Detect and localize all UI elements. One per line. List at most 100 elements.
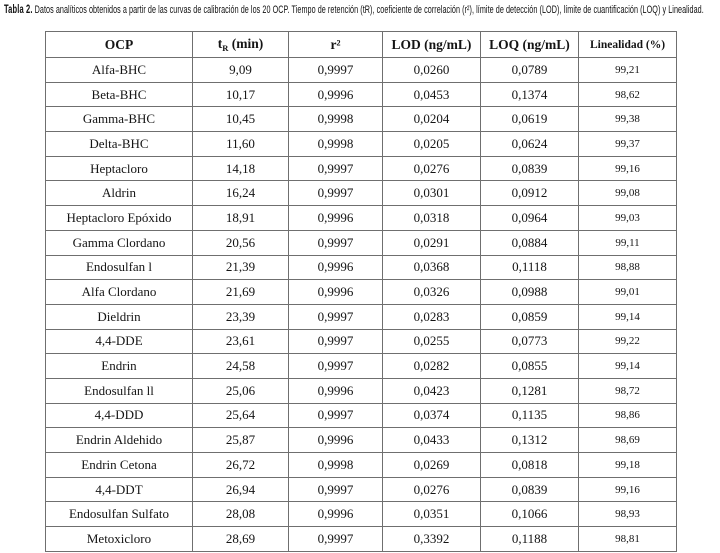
table-row: 4,4-DDD 25,64 0,9997 0,0374 0,1135 98,86 [45,402,677,429]
cell-lod: 0,3392 [382,526,481,552]
cell-r2: 0,9997 [288,328,383,355]
cell-retention-time: 26,72 [192,452,289,478]
tr-header-symbol: t [217,36,223,51]
cell-loq: 0,0624 [480,131,579,157]
cell-retention-time: 28,69 [192,526,289,552]
cell-linealidad: 99,03 [578,205,677,231]
table-row: Heptacloro 14,18 0,9997 0,0276 0,0839 99… [45,155,677,182]
cell-retention-time: 26,94 [192,476,289,503]
cell-retention-time: 28,08 [192,501,289,528]
cell-lod: 0,0291 [382,229,481,256]
cell-loq: 0,0818 [480,452,579,478]
cell-retention-time: 9,09 [192,57,289,83]
col-header-linealidad: Linealidad (%) [578,31,677,58]
cell-linealidad: 99,18 [578,452,677,478]
table-row: Endrin 24,58 0,9997 0,0282 0,0855 99,14 [45,353,677,379]
cell-linealidad: 99,21 [578,57,677,83]
cell-ocp: Heptacloro Epóxido [45,205,193,231]
cell-lod: 0,0433 [382,427,481,453]
cell-loq: 0,0884 [480,229,579,256]
cell-ocp: 4,4-DDD [45,402,193,429]
cell-loq: 0,1066 [480,501,579,528]
cell-loq: 0,1135 [480,402,579,429]
ocp-calibration-table: OCP tR (min) r² LOD (ng/mL) LOQ (ng/mL) … [45,31,677,552]
caption-label: Tabla 2. [4,4,33,16]
cell-r2: 0,9996 [288,501,383,528]
col-header-retention-time: tR (min) [192,31,289,58]
cell-loq: 0,0912 [480,180,579,207]
table-row: Gamma Clordano 20,56 0,9997 0,0291 0,088… [45,229,677,256]
cell-ocp: Beta-BHC [45,81,193,108]
cell-retention-time: 11,60 [192,131,289,157]
cell-retention-time: 20,56 [192,229,289,256]
tr-header-subscript: R [222,43,229,53]
cell-lod: 0,0205 [382,131,481,157]
cell-ocp: Dieldrin [45,303,193,330]
table-row: 4,4-DDE 23,61 0,9997 0,0255 0,0773 99,22 [45,328,677,355]
cell-linealidad: 99,38 [578,106,677,133]
cell-r2: 0,9997 [288,57,383,83]
cell-r2: 0,9998 [288,131,383,157]
cell-linealidad: 99,14 [578,353,677,379]
table-row: Delta-BHC 11,60 0,9998 0,0205 0,0624 99,… [45,131,677,157]
cell-r2: 0,9996 [288,205,383,231]
cell-r2: 0,9997 [288,526,383,552]
cell-retention-time: 10,17 [192,81,289,108]
cell-linealidad: 99,08 [578,180,677,207]
cell-lod: 0,0453 [382,81,481,108]
table-row: Endosulfan ll 25,06 0,9996 0,0423 0,1281… [45,377,677,404]
cell-loq: 0,0988 [480,279,579,305]
cell-lod: 0,0368 [382,254,481,281]
cell-r2: 0,9997 [288,402,383,429]
cell-linealidad: 98,81 [578,526,677,552]
cell-lod: 0,0204 [382,106,481,133]
cell-r2: 0,9996 [288,279,383,305]
table-row: Beta-BHC 10,17 0,9996 0,0453 0,1374 98,6… [45,81,677,108]
cell-lod: 0,0283 [382,303,481,330]
cell-r2: 0,9997 [288,353,383,379]
col-header-loq: LOQ (ng/mL) [480,31,579,58]
cell-linealidad: 99,16 [578,155,677,182]
cell-retention-time: 25,64 [192,402,289,429]
cell-retention-time: 14,18 [192,155,289,182]
cell-r2: 0,9996 [288,254,383,281]
cell-linealidad: 98,69 [578,427,677,453]
cell-retention-time: 23,39 [192,303,289,330]
cell-r2: 0,9997 [288,155,383,182]
cell-lod: 0,0269 [382,452,481,478]
cell-lod: 0,0276 [382,155,481,182]
cell-loq: 0,1312 [480,427,579,453]
header-row: OCP tR (min) r² LOD (ng/mL) LOQ (ng/mL) … [45,31,677,58]
cell-lod: 0,0255 [382,328,481,355]
cell-retention-time: 10,45 [192,106,289,133]
cell-r2: 0,9998 [288,106,383,133]
cell-ocp: Gamma Clordano [45,229,193,256]
cell-r2: 0,9998 [288,452,383,478]
table-row: Heptacloro Epóxido 18,91 0,9996 0,0318 0… [45,205,677,231]
cell-lod: 0,0423 [382,377,481,404]
cell-ocp: Endosulfan Sulfato [45,501,193,528]
table-row: Endrin Aldehido 25,87 0,9996 0,0433 0,13… [45,427,677,453]
table-row: Dieldrin 23,39 0,9997 0,0283 0,0859 99,1… [45,303,677,330]
table-row: Endosulfan Sulfato 28,08 0,9996 0,0351 0… [45,501,677,528]
cell-linealidad: 99,01 [578,279,677,305]
cell-linealidad: 98,72 [578,377,677,404]
table-row: Endosulfan l 21,39 0,9996 0,0368 0,1118 … [45,254,677,281]
table-header: OCP tR (min) r² LOD (ng/mL) LOQ (ng/mL) … [45,31,677,58]
cell-loq: 0,1374 [480,81,579,108]
cell-r2: 0,9997 [288,229,383,256]
cell-linealidad: 99,37 [578,131,677,157]
table-row: 4,4-DDT 26,94 0,9997 0,0276 0,0839 99,16 [45,476,677,503]
cell-loq: 0,0789 [480,57,579,83]
cell-retention-time: 21,39 [192,254,289,281]
cell-lod: 0,0282 [382,353,481,379]
cell-lod: 0,0301 [382,180,481,207]
cell-linealidad: 99,22 [578,328,677,355]
cell-loq: 0,1281 [480,377,579,404]
cell-ocp: Endrin [45,353,193,379]
cell-ocp: Endosulfan l [45,254,193,281]
cell-ocp: Endosulfan ll [45,377,193,404]
cell-linealidad: 98,93 [578,501,677,528]
table-body: Alfa-BHC 9,09 0,9997 0,0260 0,0789 99,21… [45,57,677,552]
col-header-ocp: OCP [45,31,193,58]
